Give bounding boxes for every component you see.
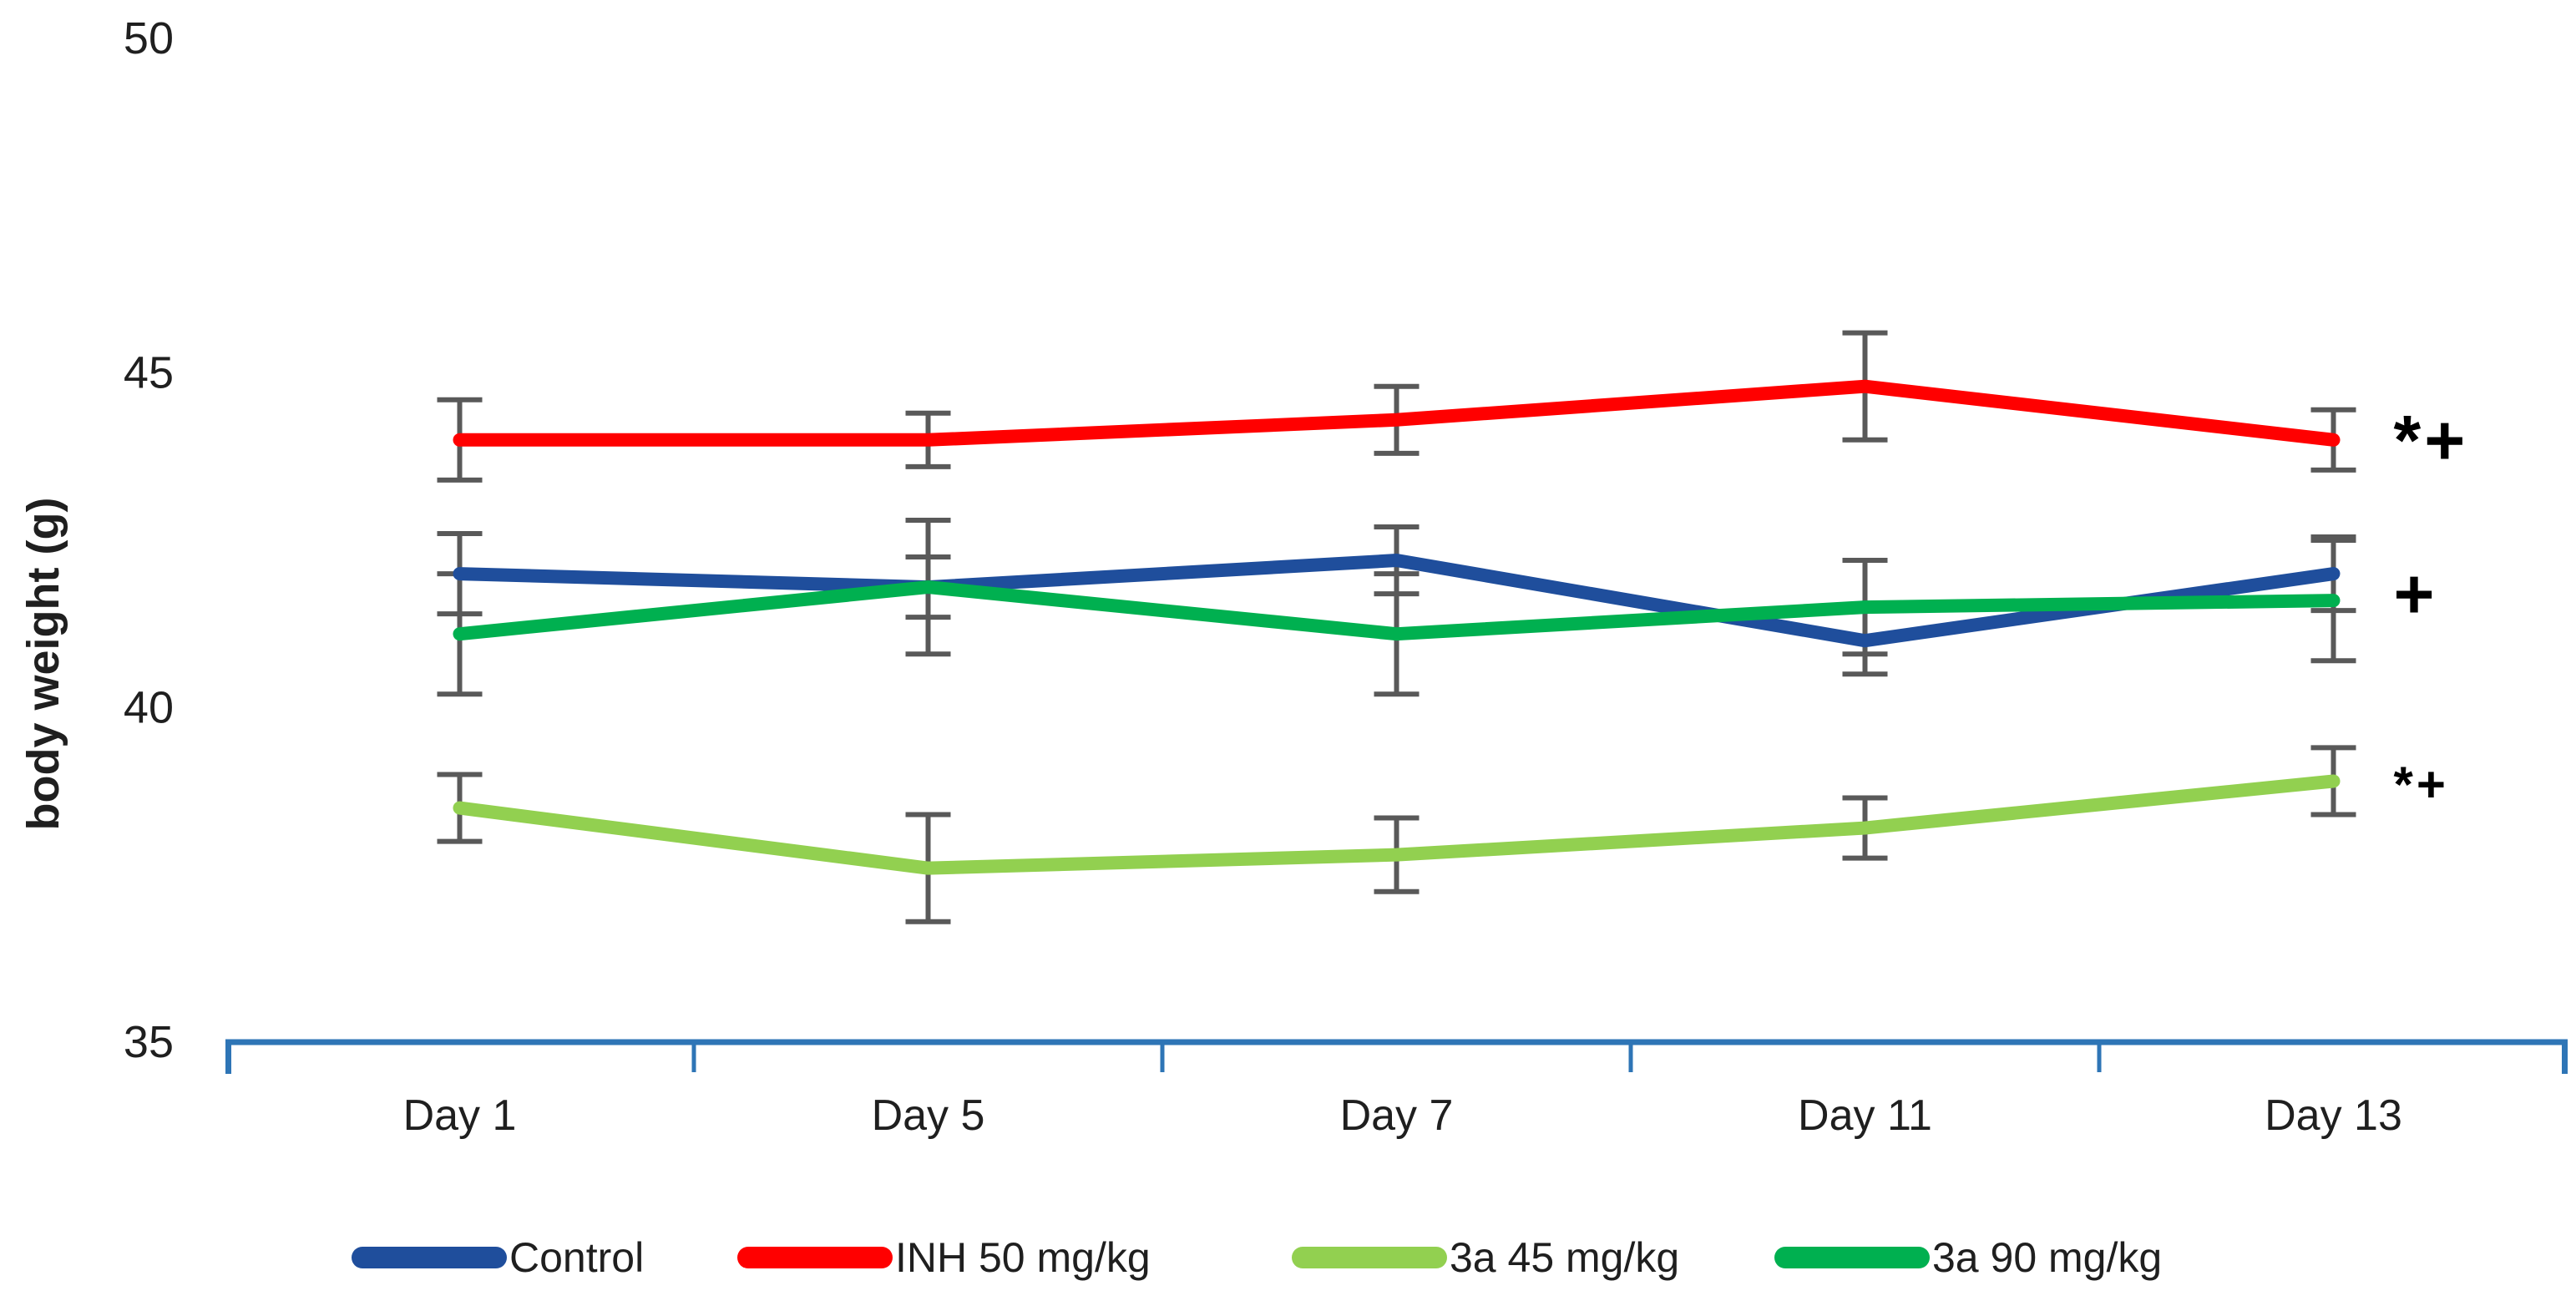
series-line-3a-90-mg-kg [453,580,2341,641]
x-tick-label: Day 13 [2265,1091,2402,1140]
x-tick-label: Day 7 [1340,1091,1454,1140]
x-tick-label: Day 5 [872,1091,985,1140]
series-line-control [453,554,2341,648]
series-line-3a-45-mg-kg [453,774,2341,875]
x-tick-label: Day 11 [1798,1091,1932,1140]
y-axis-title: body weight (g) [18,498,68,831]
series-line-inh-50-mg-kg [453,379,2341,447]
y-tick-label: 50 [124,13,174,63]
significance-annotation: *+ [2394,401,2469,479]
significance-annotation: + [2394,554,2438,633]
x-tick-label: Day 1 [403,1091,517,1140]
legend-label: 3a 90 mg/kg [1932,1234,2162,1281]
chart-content: 35 40 45 50 Day 1 Day 5 Day 7 Day 11 Day 13 *+ + *+… [124,13,2568,1281]
y-tick-label: 35 [124,1017,174,1067]
legend-label: 3a 45 mg/kg [1450,1234,1679,1281]
significance-annotation: *+ [2394,757,2449,812]
y-tick-label: 40 [124,682,174,732]
y-tick-label: 45 [124,348,174,398]
legend-label: Control [509,1234,644,1281]
legend-label: INH 50 mg/kg [895,1234,1151,1281]
